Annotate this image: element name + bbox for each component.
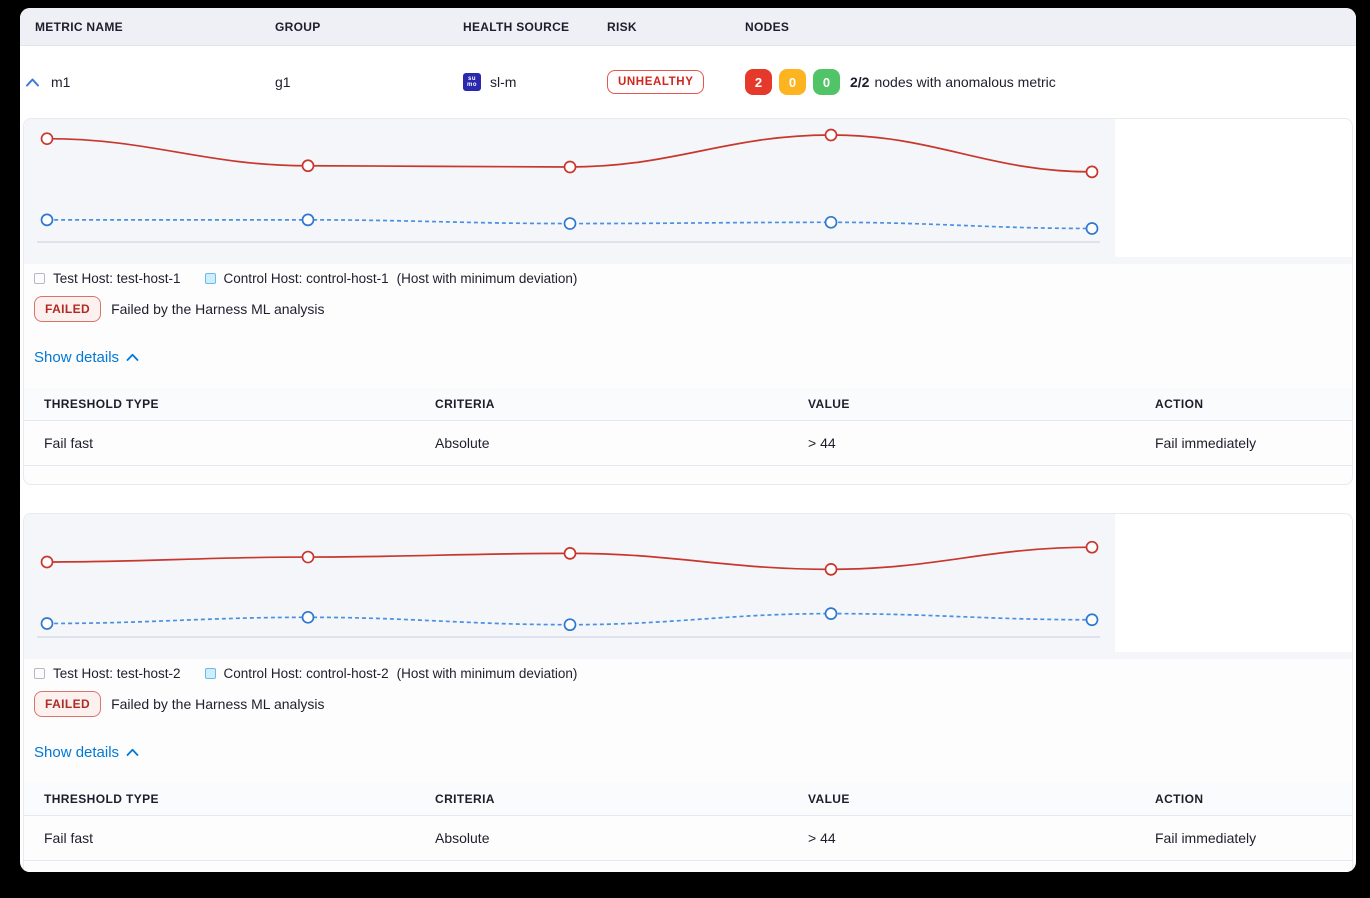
cell-value: > 44 — [808, 830, 836, 846]
chart-side-blank-panel — [1115, 119, 1352, 257]
chevron-up-icon — [25, 78, 39, 86]
failed-status-badge: FAILED — [34, 691, 102, 717]
cell-value: > 44 — [808, 435, 836, 451]
sumo-icon-text-bottom: mo — [467, 82, 477, 88]
column-header-health-source: HEALTH SOURCE — [463, 19, 570, 34]
healthy-node-count-badge: 0 — [813, 69, 840, 95]
column-header-nodes: NODES — [745, 19, 790, 34]
cell-threshold-type: Fail fast — [44, 435, 94, 451]
collapse-row-button[interactable] — [24, 74, 40, 90]
metric-analysis-panel: Test Host: test-host-1 Control Host: con… — [23, 118, 1353, 485]
show-details-toggle[interactable]: Show details — [34, 349, 139, 366]
metrics-analysis-view: METRIC NAME GROUP HEALTH SOURCE RISK NOD… — [20, 8, 1356, 872]
control-host-note: (Host with minimum deviation) — [396, 271, 578, 286]
threshold-details-table: THRESHOLD TYPE CRITERIA VALUE ACTION Fai… — [24, 783, 1352, 872]
failed-status-message: Failed by the Harness ML analysis — [111, 696, 325, 712]
th-criteria: CRITERIA — [435, 792, 495, 806]
metric-line-chart — [37, 128, 1100, 243]
cell-action: Fail immediately — [1155, 435, 1257, 451]
sumo-icon-text-top: su — [467, 76, 476, 82]
column-header-metric-name: METRIC NAME — [35, 19, 123, 34]
th-action: ACTION — [1155, 397, 1204, 411]
th-value: VALUE — [808, 792, 850, 806]
analysis-status-row: FAILED Failed by the Harness ML analysis — [34, 296, 1352, 322]
test-host-legend-label: Test Host: test-host-1 — [53, 271, 181, 286]
cell-criteria: Absolute — [435, 830, 490, 846]
th-criteria: CRITERIA — [435, 397, 495, 411]
control-host-note: (Host with minimum deviation) — [396, 666, 578, 681]
show-details-toggle[interactable]: Show details — [34, 744, 139, 761]
warning-node-count-badge: 0 — [779, 69, 806, 95]
threshold-table-row: Fail fast Absolute > 44 Fail immediately — [24, 421, 1352, 466]
threshold-details-table: THRESHOLD TYPE CRITERIA VALUE ACTION Fai… — [24, 388, 1352, 484]
threshold-table-row: Fail fast Absolute > 44 Fail immediately — [24, 816, 1352, 861]
test-host-legend-label: Test Host: test-host-2 — [53, 666, 181, 681]
show-details-label: Show details — [34, 349, 120, 366]
failed-status-message: Failed by the Harness ML analysis — [111, 301, 325, 317]
risk-status-badge: UNHEALTHY — [607, 70, 705, 94]
th-value: VALUE — [808, 397, 850, 411]
cell-criteria: Absolute — [435, 435, 490, 451]
chart-legend: Test Host: test-host-1 Control Host: con… — [34, 271, 1352, 286]
metrics-table-header: METRIC NAME GROUP HEALTH SOURCE RISK NOD… — [20, 8, 1356, 46]
test-host-legend-checkbox[interactable] — [34, 273, 45, 284]
metric-analysis-panel: Test Host: test-host-2 Control Host: con… — [23, 513, 1353, 872]
threshold-table-header: THRESHOLD TYPE CRITERIA VALUE ACTION — [24, 388, 1352, 421]
nodes-summary: 2/2 nodes with anomalous metric — [850, 74, 1056, 90]
cell-threshold-type: Fail fast — [44, 830, 94, 846]
th-action: ACTION — [1155, 792, 1204, 806]
node-count-badges: 2 0 0 — [745, 69, 840, 95]
test-host-legend-checkbox[interactable] — [34, 668, 45, 679]
nodes-summary-text: nodes with anomalous metric — [874, 74, 1056, 90]
column-header-group: GROUP — [275, 19, 321, 34]
control-host-legend-checkbox[interactable] — [204, 273, 216, 284]
nodes-summary-count: 2/2 — [850, 74, 870, 90]
chart-legend: Test Host: test-host-2 Control Host: con… — [34, 666, 1352, 681]
health-source-value: sl-m — [490, 74, 517, 90]
metric-chart-area — [24, 119, 1352, 264]
chevron-up-icon — [126, 353, 139, 361]
metric-line-chart — [37, 540, 1100, 638]
unhealthy-node-count-badge: 2 — [745, 69, 772, 95]
sumo-logic-icon: su mo — [463, 73, 481, 91]
metric-row: m1 g1 su mo sl-m UNHEALTHY 2 0 0 2/2 node… — [20, 46, 1356, 118]
metric-chart-area — [24, 514, 1352, 659]
th-threshold-type: THRESHOLD TYPE — [44, 792, 159, 806]
analysis-status-row: FAILED Failed by the Harness ML analysis — [34, 691, 1352, 717]
chevron-up-icon — [126, 748, 139, 756]
show-details-label: Show details — [34, 744, 120, 761]
chart-side-blank-panel — [1115, 514, 1352, 652]
threshold-table-header: THRESHOLD TYPE CRITERIA VALUE ACTION — [24, 783, 1352, 816]
column-header-risk: RISK — [607, 19, 637, 34]
control-host-legend-label: Control Host: control-host-2 — [223, 666, 389, 681]
control-host-legend-checkbox[interactable] — [204, 668, 216, 679]
cell-action: Fail immediately — [1155, 830, 1257, 846]
group-value: g1 — [275, 74, 291, 90]
metric-name-value: m1 — [51, 74, 71, 90]
failed-status-badge: FAILED — [34, 296, 102, 322]
th-threshold-type: THRESHOLD TYPE — [44, 397, 159, 411]
control-host-legend-label: Control Host: control-host-1 — [223, 271, 389, 286]
